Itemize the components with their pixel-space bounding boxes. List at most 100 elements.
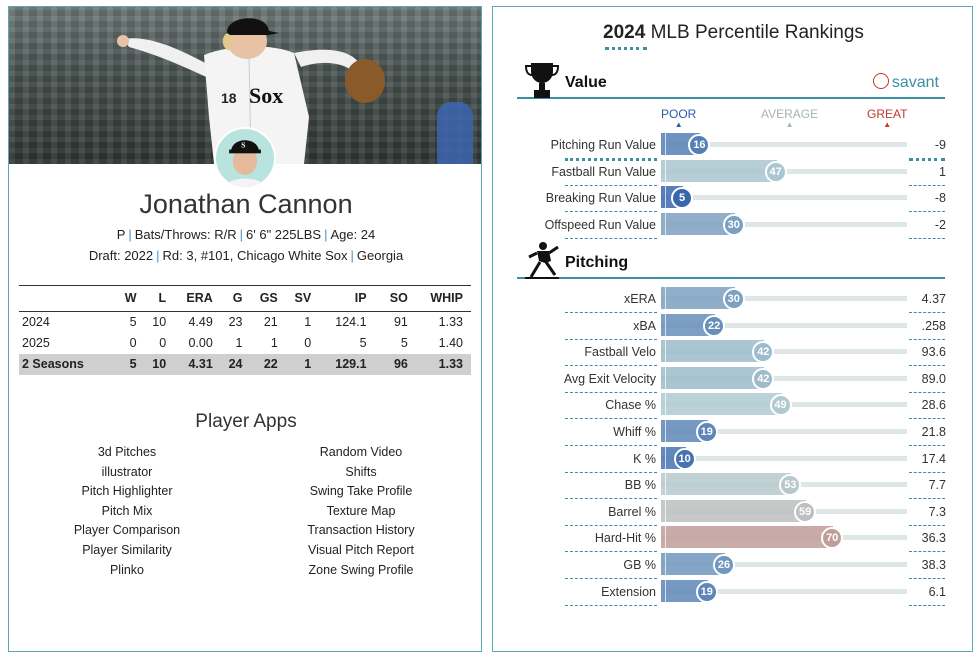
percentile-bar xyxy=(661,526,834,549)
ranking-row[interactable]: xERA 30 4.37 xyxy=(493,287,972,313)
ranking-row[interactable]: Chase % 49 28.6 xyxy=(493,393,972,420)
app-link-player-similarity[interactable]: Player Similarity xyxy=(82,542,172,557)
ranking-metric-label: xBA xyxy=(633,318,656,333)
ranking-value: 21.8 xyxy=(921,425,946,439)
avatar: S xyxy=(214,127,276,189)
percentile-bubble: 26 xyxy=(712,554,735,576)
percentile-track xyxy=(661,142,907,147)
ranking-value: .258 xyxy=(921,318,946,333)
row-separator xyxy=(565,578,657,579)
table-cell: 0 xyxy=(304,336,312,350)
ranking-metric-label: Fastball Velo xyxy=(584,345,656,360)
row-separator xyxy=(565,184,657,186)
percentile-track xyxy=(661,429,907,434)
stats-header: W xyxy=(117,285,145,312)
poor-marker-icon: ▲ xyxy=(674,120,683,129)
bar-divider xyxy=(665,340,666,363)
ranking-row[interactable]: Extension 19 6.1 xyxy=(493,579,972,606)
ranking-row[interactable]: GB % 26 38.3 xyxy=(493,553,972,579)
app-link-player-comparison[interactable]: Player Comparison xyxy=(73,523,181,538)
ranking-row[interactable]: Fastball Velo 42 93.6 xyxy=(493,340,972,367)
app-link-plinko[interactable]: Plinko xyxy=(109,562,145,577)
table-cell: 96 xyxy=(380,353,416,375)
ranking-metric-label: GB % xyxy=(623,558,656,572)
bar-divider xyxy=(665,287,666,309)
ranking-metric-label: Whiff % xyxy=(613,425,656,439)
section-label-value: Value xyxy=(565,74,607,91)
app-link-visual-pitch-report[interactable]: Visual Pitch Report xyxy=(307,542,415,557)
stats-header: IP xyxy=(319,285,381,312)
ranking-row[interactable]: Whiff % 19 21.8 xyxy=(493,420,972,446)
stats-header: GS xyxy=(250,285,286,312)
percentile-bubble: 19 xyxy=(695,580,718,603)
ranking-metric-label: Pitching Run Value xyxy=(550,138,656,152)
ranking-row[interactable]: Fastball Run Value 47 1 xyxy=(493,159,972,186)
row-separator xyxy=(909,338,945,340)
row-separator xyxy=(565,365,657,367)
row-separator xyxy=(909,312,945,313)
ranking-row[interactable]: xBA 22 .258 xyxy=(493,313,972,340)
app-link-texture-map[interactable]: Texture Map xyxy=(326,503,396,518)
table-cell: 0 xyxy=(159,336,167,350)
ranking-metric-label: Chase % xyxy=(605,398,656,413)
app-link-zone-swing-profile[interactable]: Zone Swing Profile xyxy=(308,562,414,577)
app-link-transaction-history[interactable]: Transaction History xyxy=(307,523,415,538)
app-link-pitch-mix[interactable]: Pitch Mix xyxy=(101,503,153,518)
great-marker-icon: ▲ xyxy=(883,120,892,129)
ranking-metric-label: Breaking Run Value xyxy=(545,191,656,206)
row-separator xyxy=(565,471,657,473)
stats-header xyxy=(19,285,118,312)
bar-divider xyxy=(665,526,666,549)
ranking-value: -2 xyxy=(934,217,946,232)
app-link-3d-pitches[interactable]: 3d Pitches xyxy=(97,445,157,459)
table-cell: 0 xyxy=(129,336,137,350)
percentile-bubble: 47 xyxy=(764,160,787,183)
table-cell: 24 xyxy=(220,353,251,375)
ranking-value: 36.3 xyxy=(921,531,946,546)
percentile-bubble: 70 xyxy=(821,527,844,550)
percentile-track xyxy=(661,322,907,328)
percentile-track xyxy=(661,349,907,355)
app-link-random-video[interactable]: Random Video xyxy=(319,445,403,459)
row-separator xyxy=(909,418,945,420)
scale-poor-text: POOR xyxy=(661,107,697,121)
ranking-row[interactable]: Offspeed Run Value 30 -2 xyxy=(493,212,972,239)
ranking-row[interactable]: BB % 53 7.7 xyxy=(493,473,972,500)
ranking-value: 89.0 xyxy=(921,371,946,386)
ranking-row[interactable]: Hard-Hit % 70 36.3 xyxy=(493,526,972,553)
ranking-row[interactable]: Avg Exit Velocity 42 89.0 xyxy=(493,366,972,393)
percentile-bubble: 16 xyxy=(688,134,711,156)
ranking-row[interactable]: Breaking Run Value 5 -8 xyxy=(493,186,972,213)
ranking-row[interactable]: Barrel % 59 7.3 xyxy=(493,499,972,526)
scale-label-poor: POOR ▲ xyxy=(661,107,696,129)
baseball-icon xyxy=(872,73,889,89)
ranking-row[interactable]: K % 10 17.4 xyxy=(493,446,972,473)
row-separator xyxy=(909,604,945,606)
ranking-metric-label: Hard-Hit % xyxy=(594,531,656,546)
percentile-bubble: 42 xyxy=(752,367,775,390)
rankings-title-text: MLB Percentile Rankings xyxy=(645,22,864,43)
savant-logo[interactable]: savant xyxy=(872,73,939,92)
percentile-bubble: 49 xyxy=(769,394,792,417)
title-underline xyxy=(605,47,647,50)
ranking-value: 7.3 xyxy=(928,504,946,519)
table-cell: 1.40 xyxy=(438,336,463,350)
table-cell: 4.49 xyxy=(188,315,213,330)
table-cell: 129.1 xyxy=(319,353,381,375)
table-cell: 1 xyxy=(235,336,243,350)
svg-text:S: S xyxy=(241,141,245,150)
bar-divider xyxy=(665,393,666,416)
bar-divider xyxy=(665,313,666,336)
app-link-shifts[interactable]: Shifts xyxy=(345,464,377,479)
stats-header: L xyxy=(144,285,175,312)
app-link-pitch-highlighter[interactable]: Pitch Highlighter xyxy=(81,484,173,499)
app-link-illustrator[interactable]: illustrator xyxy=(101,464,153,479)
trophy-icon xyxy=(525,63,559,98)
ranking-row[interactable]: Pitching Run Value 16 -9 xyxy=(493,133,972,161)
table-row: 2025 0 0 0.00 1 1 0 5 5 1.40 xyxy=(19,333,471,354)
stats-header: ERA xyxy=(174,285,221,312)
row-separator xyxy=(565,338,657,340)
row-separator xyxy=(565,312,657,313)
percentile-bubble: 30 xyxy=(722,288,745,310)
app-link-swing-take-profile[interactable]: Swing Take Profile xyxy=(309,484,413,499)
